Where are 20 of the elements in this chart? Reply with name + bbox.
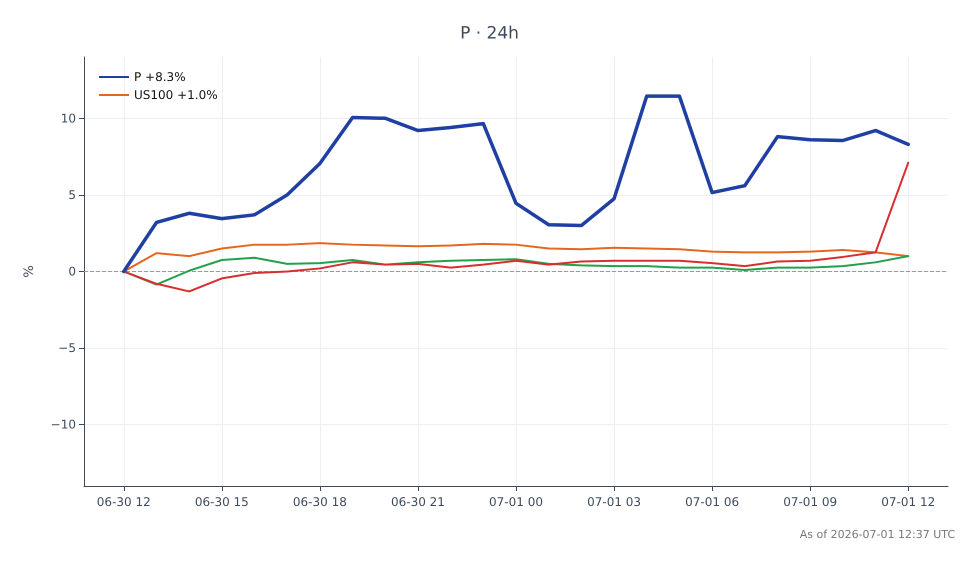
y-tick-label: −10 [50, 418, 76, 432]
x-tick-label: 06-30 18 [292, 495, 347, 509]
y-tick-label: 5 [68, 188, 76, 202]
legend-label: US100 +1.0% [134, 88, 218, 102]
x-tick-label: 06-30 21 [390, 495, 445, 509]
x-tick-label: 07-01 06 [685, 495, 740, 509]
y-axis-title: % [22, 265, 37, 278]
x-tick-label: 07-01 03 [587, 495, 642, 509]
x-tick-label: 06-30 12 [96, 495, 151, 509]
x-tick-label: 07-01 12 [881, 495, 936, 509]
chart-title: P · 24h [460, 24, 519, 44]
x-tick-label: 06-30 15 [194, 495, 249, 509]
y-tick-label: −5 [58, 341, 76, 356]
y-tick-label: 10 [60, 111, 76, 126]
text: As of 2026-07-01 12:37 UTC [800, 528, 956, 541]
x-tick-label: 07-01 09 [783, 495, 838, 509]
x-tick-label: 07-01 00 [489, 495, 543, 509]
line-series [122, 162, 910, 292]
legend-label: P +8.3% [134, 70, 186, 84]
y-tick-label: 0 [68, 264, 76, 278]
